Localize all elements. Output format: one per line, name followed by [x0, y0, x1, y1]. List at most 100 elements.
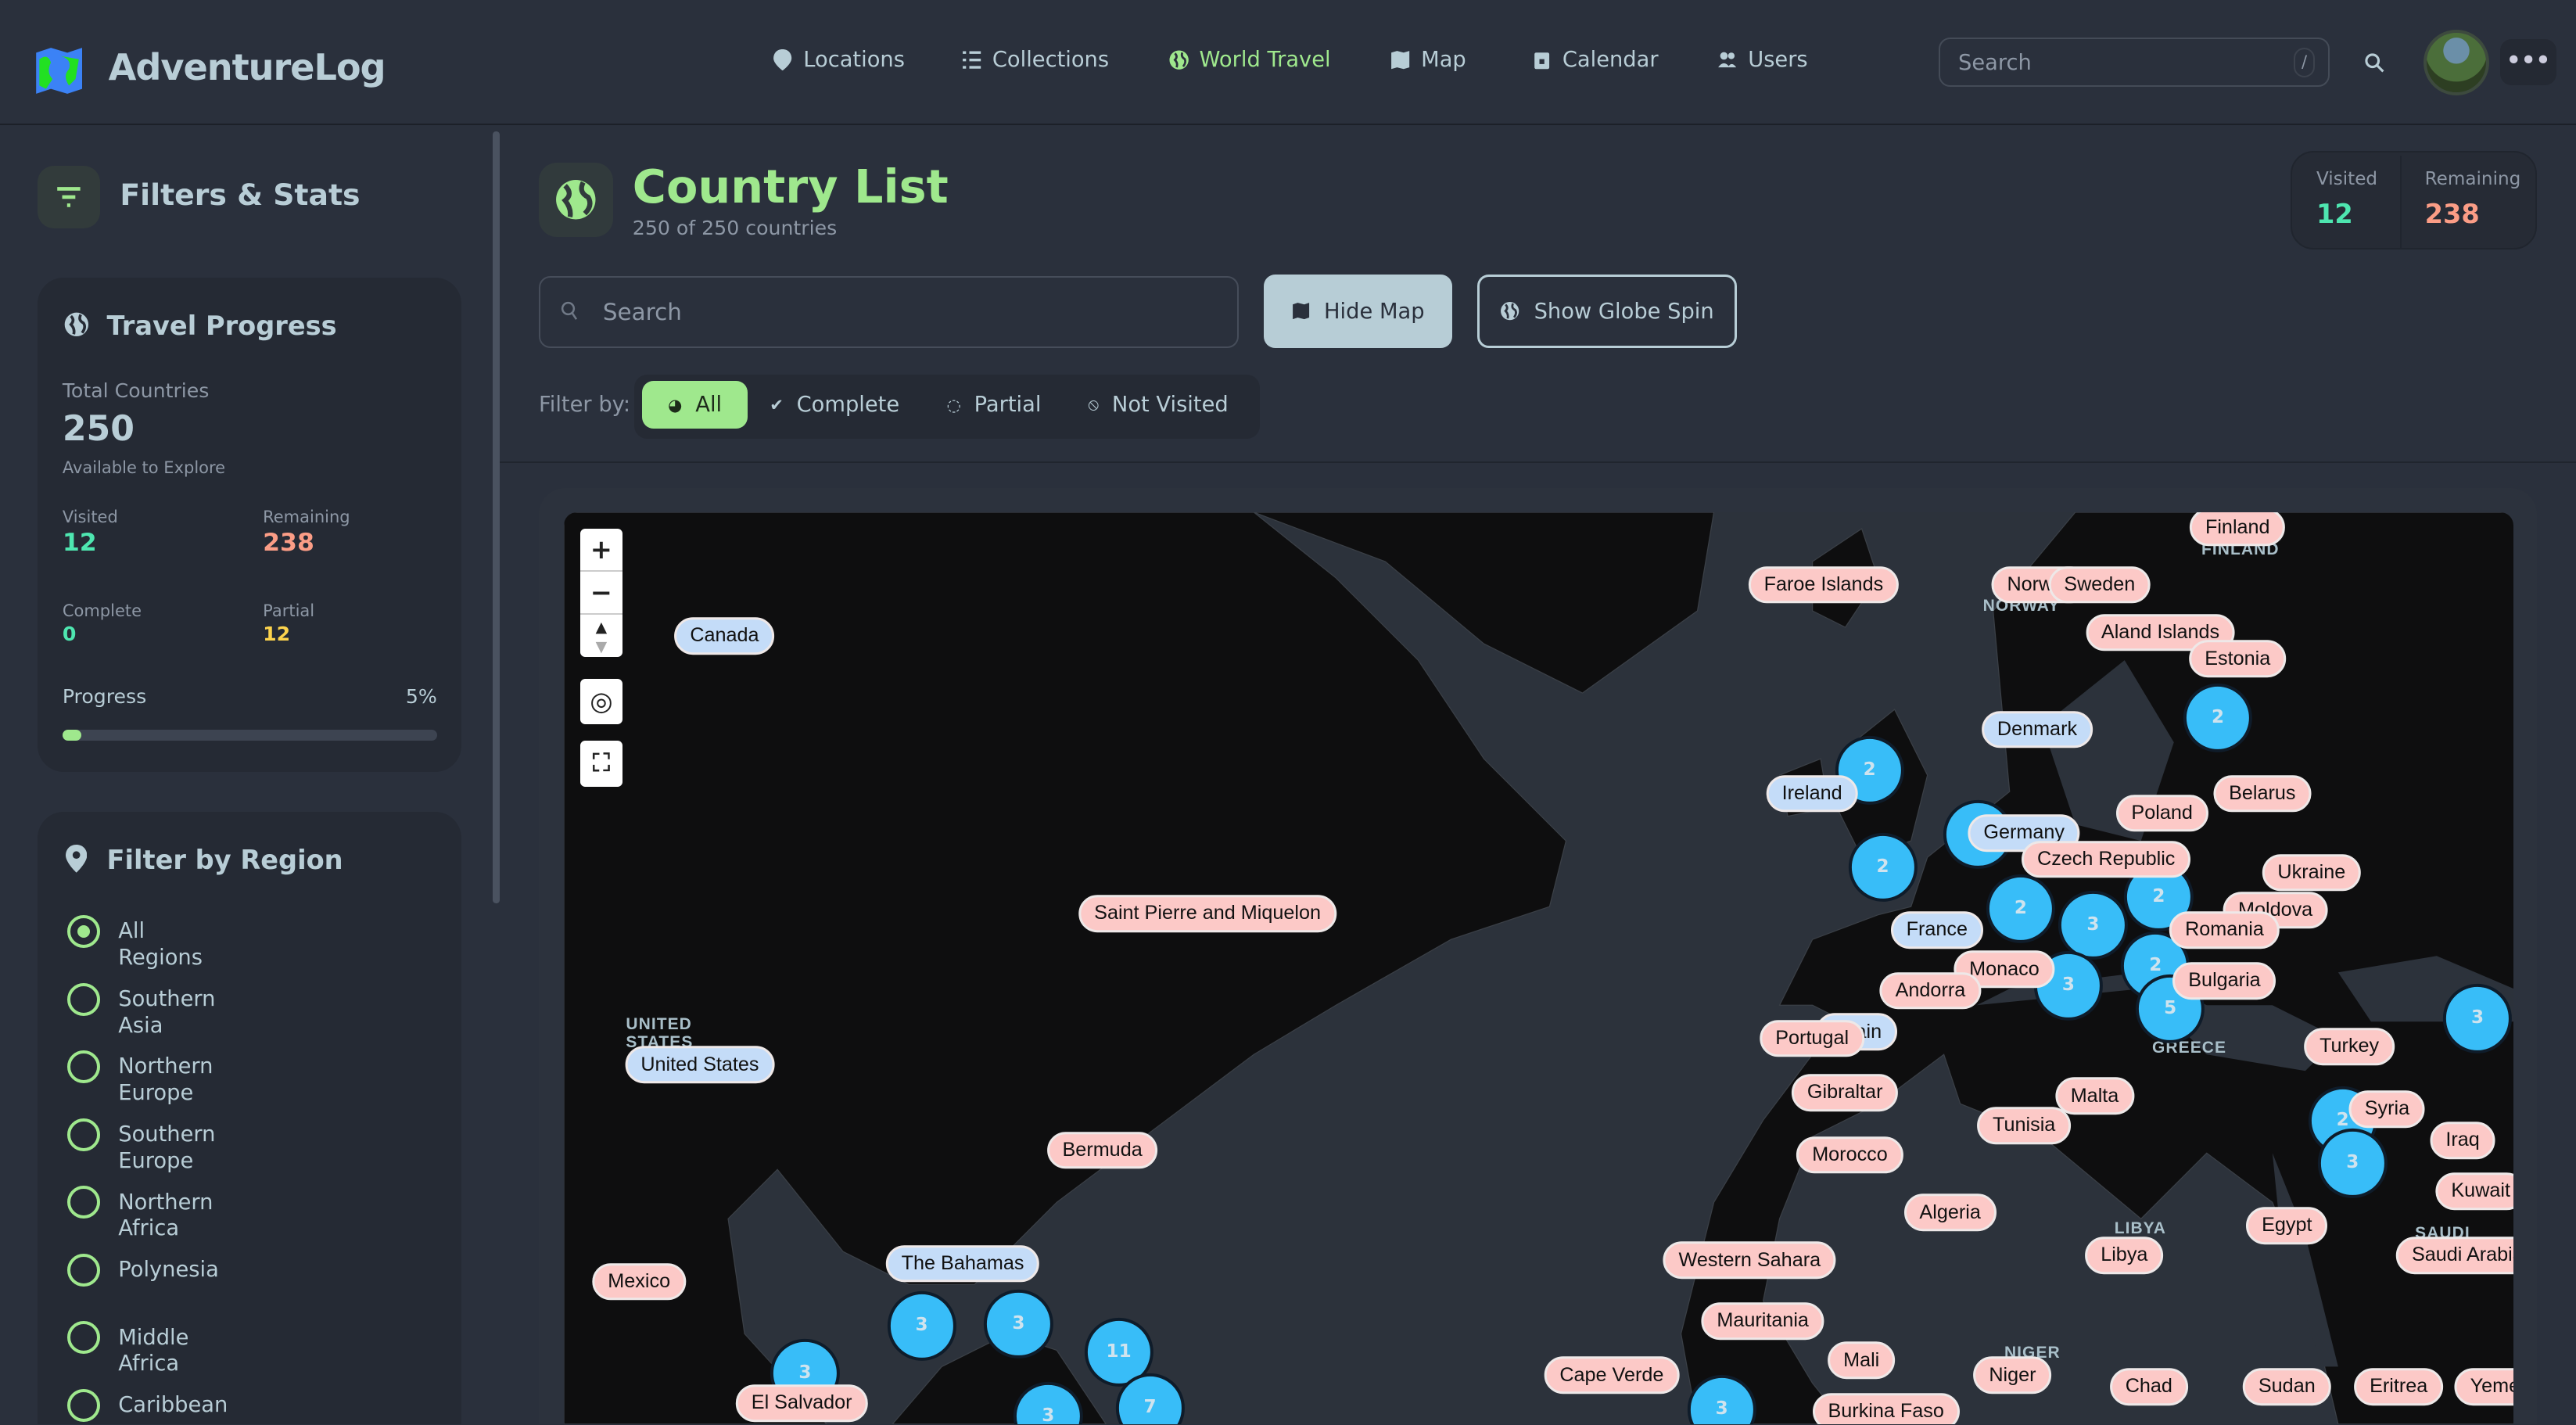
marker-cluster[interactable]: 3 [887, 1291, 956, 1361]
country-marker-monaco[interactable]: Monaco [1954, 950, 2055, 989]
country-marker-bulgaria[interactable]: Bulgaria [2172, 962, 2276, 1000]
filter-all-button[interactable]: ◕ All [642, 381, 748, 429]
marker-cluster[interactable]: 3 [2442, 984, 2513, 1053]
filter-partial-button[interactable]: ◌ Partial [936, 381, 1051, 429]
filter-not-visited-button[interactable]: ⦸ Not Visited [1076, 381, 1240, 429]
country-marker-kuwait[interactable]: Kuwait [2435, 1172, 2514, 1210]
fullscreen-button[interactable]: ⛶ [579, 741, 623, 788]
country-marker-faroe-islands[interactable]: Faroe Islands [1748, 566, 1899, 604]
region-option-label[interactable]: Caribbean [118, 1393, 228, 1418]
compass-reset-north-button[interactable]: ▲ ▼ [595, 618, 608, 656]
zoom-out-button[interactable]: − [579, 572, 623, 615]
adventurelog-logo-icon[interactable] [33, 46, 85, 95]
country-marker-eritrea[interactable]: Eritrea [2354, 1368, 2444, 1405]
country-marker-western-sahara[interactable]: Western Sahara [1663, 1241, 1836, 1280]
region-radio[interactable] [67, 1186, 101, 1219]
country-marker-yemen[interactable]: Yemen [2454, 1368, 2514, 1405]
country-marker-poland[interactable]: Poland [2115, 795, 2208, 832]
marker-cluster[interactable]: 3 [2058, 890, 2128, 960]
region-option-label[interactable]: Southern Europe [118, 1122, 216, 1173]
marker-cluster[interactable]: 3 [2318, 1129, 2388, 1198]
country-marker-cape-verde[interactable]: Cape Verde [1544, 1356, 1680, 1394]
region-option-label[interactable]: Northern Africa [118, 1190, 213, 1241]
region-radio[interactable] [67, 982, 101, 1016]
more-menu-button[interactable]: ••• [2500, 39, 2556, 86]
country-marker-iraq[interactable]: Iraq [2430, 1122, 2495, 1159]
region-option-label[interactable]: Northern Europe [118, 1054, 213, 1106]
marker-cluster[interactable]: 2 [1986, 874, 2056, 943]
country-marker-mali[interactable]: Mali [1828, 1341, 1896, 1380]
world-map[interactable]: UNITED STATES NORWAY FINLAND GREECE LIBYA NIG… [563, 512, 2514, 1425]
country-marker-france[interactable]: France [1890, 911, 1983, 949]
global-search-input[interactable]: Search / [1938, 38, 2330, 88]
country-marker-belarus[interactable]: Belarus [2213, 774, 2312, 813]
zoom-in-button[interactable]: + [579, 529, 623, 573]
country-marker-niger[interactable]: Niger [1973, 1356, 2052, 1394]
country-marker-saudi-arabia[interactable]: Saudi Arabia [2396, 1237, 2514, 1274]
marker-cluster[interactable]: 2 [1848, 833, 1918, 903]
country-marker-el-salvador[interactable]: El Salvador [735, 1384, 868, 1422]
country-marker-estonia[interactable]: Estonia [2189, 640, 2287, 678]
region-option-label[interactable]: Middle Africa [118, 1325, 189, 1377]
country-marker-malta[interactable]: Malta [2054, 1077, 2135, 1115]
country-marker-mexico[interactable]: Mexico [592, 1262, 686, 1301]
country-marker-aland-islands[interactable]: Aland Islands [2086, 613, 2235, 651]
hide-map-button[interactable]: Hide Map [1263, 274, 1453, 349]
nav-locations[interactable]: Locations [772, 48, 905, 72]
nav-map[interactable]: Map [1390, 48, 1466, 72]
country-marker-gibraltar[interactable]: Gibraltar [1792, 1074, 1899, 1111]
country-marker-ireland[interactable]: Ireland [1766, 774, 1858, 813]
country-marker-canada[interactable]: Canada [674, 617, 775, 655]
country-marker-denmark[interactable]: Denmark [1982, 710, 2093, 748]
user-avatar[interactable] [2423, 29, 2489, 95]
show-globe-spin-button[interactable]: Show Globe Spin [1476, 274, 1737, 349]
marker-cluster[interactable]: 5 [2136, 974, 2205, 1043]
search-icon[interactable] [2364, 52, 2385, 74]
region-radio[interactable] [67, 1321, 101, 1355]
filter-complete-button[interactable]: ✔ Complete [761, 381, 909, 429]
nav-world-travel[interactable]: World Travel [1168, 48, 1331, 72]
locate-me-button[interactable]: ◎ [579, 678, 623, 725]
region-radio[interactable] [67, 1118, 101, 1151]
marker-cluster[interactable]: 2 [2183, 683, 2253, 753]
country-marker-sudan[interactable]: Sudan [2243, 1368, 2331, 1405]
nav-collections[interactable]: Collections [961, 48, 1109, 72]
country-search-input[interactable]: Search [539, 275, 1239, 349]
country-marker-tunisia[interactable]: Tunisia [1977, 1107, 2072, 1144]
marker-cluster[interactable]: 11 [1084, 1317, 1153, 1387]
country-marker-turkey[interactable]: Turkey [2304, 1028, 2395, 1065]
country-marker-chad[interactable]: Chad [2109, 1368, 2188, 1405]
marker-cluster[interactable]: 3 [1687, 1375, 1756, 1425]
country-marker-ukraine[interactable]: Ukraine [2262, 853, 2362, 892]
country-marker-the-bahamas[interactable]: The Bahamas [885, 1244, 1040, 1283]
country-marker-mauritania[interactable]: Mauritania [1701, 1302, 1824, 1340]
region-option-label[interactable]: Polynesia [118, 1258, 219, 1283]
region-radio[interactable] [67, 1253, 101, 1287]
country-marker-morocco[interactable]: Morocco [1796, 1136, 1903, 1174]
region-option-label[interactable]: All Regions [118, 919, 203, 970]
country-marker-czech-republic[interactable]: Czech Republic [2022, 840, 2191, 878]
country-marker-sweden[interactable]: Sweden [2048, 566, 2151, 604]
region-option-label[interactable]: Southern Asia [118, 986, 216, 1038]
country-marker-portugal[interactable]: Portugal [1760, 1019, 1864, 1057]
marker-cluster[interactable]: 7 [1115, 1373, 1185, 1425]
country-marker-united-states[interactable]: United States [625, 1046, 775, 1084]
country-marker-finland[interactable]: Finland [2190, 512, 2286, 547]
country-marker-syria[interactable]: Syria [2348, 1090, 2425, 1128]
app-name[interactable]: AdventureLog [108, 45, 386, 88]
country-marker-libya[interactable]: Libya [2085, 1237, 2164, 1274]
country-marker-egypt[interactable]: Egypt [2246, 1207, 2328, 1244]
region-radio[interactable] [67, 915, 101, 949]
sidebar-scrollbar[interactable] [493, 131, 500, 904]
country-marker-burkina-faso[interactable]: Burkina Faso [1812, 1392, 1960, 1425]
country-marker-algeria[interactable]: Algeria [1903, 1193, 1997, 1232]
region-radio[interactable] [67, 1050, 101, 1084]
nav-calendar[interactable]: Calendar [1531, 48, 1659, 72]
country-marker-romania[interactable]: Romania [2169, 911, 2280, 949]
region-radio[interactable] [67, 1389, 101, 1423]
country-marker-saint-pierre-and-miquelon[interactable]: Saint Pierre and Miquelon [1078, 895, 1336, 932]
marker-cluster[interactable]: 3 [984, 1290, 1053, 1359]
nav-users[interactable]: Users [1717, 48, 1808, 72]
country-marker-bermuda[interactable]: Bermuda [1046, 1131, 1158, 1169]
country-marker-andorra[interactable]: Andorra [1879, 971, 1982, 1010]
